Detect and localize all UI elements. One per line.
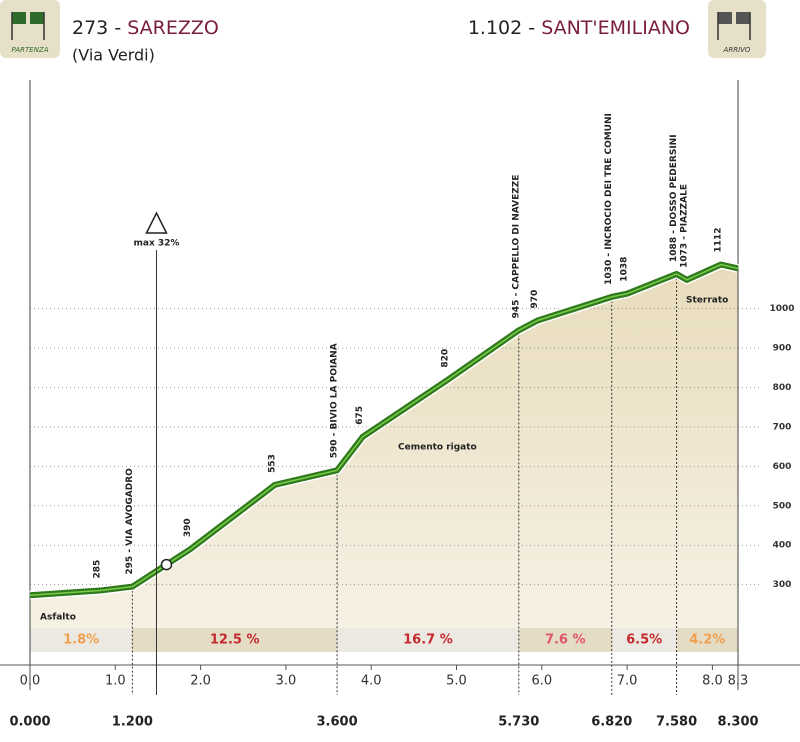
marker-label: 6.820 [591, 715, 632, 730]
y-tick-label: 400 [773, 541, 792, 551]
grade-label: 4.2% [689, 633, 725, 648]
end-elevation: 1.102 [468, 17, 522, 39]
grade-label: 16.7 % [403, 633, 453, 648]
surface-label: Sterrato [686, 296, 728, 306]
profile-area [30, 264, 738, 628]
max-slope-point [160, 558, 173, 571]
marker-label: 7.580 [656, 715, 697, 730]
y-tick-label: 500 [773, 501, 792, 511]
x-tick-label: 6.0 [531, 674, 552, 689]
end-flags [717, 12, 751, 40]
waypoint-label: 1030 - INCROCIO DEI TRE COMUNI [604, 113, 614, 285]
y-tick-label: 900 [773, 344, 792, 354]
start-flags [11, 12, 45, 40]
grade-band [132, 628, 338, 652]
start-note: (Via Verdi) [72, 46, 155, 65]
grade-label: 7.6 % [545, 633, 586, 648]
x-tick-label: 0.0 [20, 674, 41, 689]
marker-label: 3.600 [317, 715, 358, 730]
y-tick-label: 800 [773, 383, 792, 393]
surface-label: Cemento rigato [398, 443, 477, 453]
waypoint-label: 553 [267, 454, 277, 473]
grade-band [518, 628, 612, 652]
y-tick-label: 700 [773, 422, 792, 432]
end-name: SANT'EMILIANO [541, 17, 690, 39]
waypoint-label: 945 - CAPPELLO DI NAVEZZE [511, 175, 521, 319]
marker-label: 5.730 [498, 715, 539, 730]
waypoint-label: 970 [530, 290, 540, 309]
profile-line-highlight [29, 263, 739, 597]
x-tick-label: 7.0 [617, 674, 638, 689]
waypoint-label: 590 - BIVIO LA POIANA [330, 343, 340, 458]
grade-label: 6.5% [626, 633, 662, 648]
y-tick-label: 300 [773, 580, 792, 590]
waypoint-label: 390 [183, 518, 193, 537]
x-tick-label: 8.3 [728, 674, 749, 689]
waypoint-label: 1112 [713, 227, 723, 252]
x-tick-label: 4.0 [361, 674, 382, 689]
waypoint-label: 1073 - PIAZZALE [679, 184, 689, 268]
x-tick-label: 1.0 [105, 674, 126, 689]
waypoint-label: 285 [92, 560, 102, 579]
marker-label: 8.300 [717, 715, 758, 730]
waypoint-label: 820 [440, 349, 450, 368]
surface-label: Asfalto [40, 613, 76, 623]
grade-band [30, 628, 133, 652]
separator: - [114, 17, 121, 39]
marker-label: 0.000 [9, 715, 50, 730]
y-tick-label: 1000 [769, 304, 794, 314]
start-elevation: 273 [72, 17, 108, 39]
max-slope-label: max 32% [134, 239, 180, 249]
end-badge-text: ARRIVO [723, 46, 751, 54]
grade-label: 12.5 % [210, 633, 260, 648]
separator: - [528, 17, 535, 39]
start-title: 273 - SAREZZO [72, 17, 219, 39]
waypoint-label: 1038 [620, 257, 630, 282]
waypoint-label: 675 [355, 406, 365, 425]
x-tick-label: 5.0 [446, 674, 467, 689]
end-title: 1.102 - SANT'EMILIANO [468, 17, 690, 39]
waypoint-label: 295 - VIA AVOGADRO [125, 468, 135, 575]
marker-label: 1.200 [112, 715, 153, 730]
x-tick-label: 8.0 [702, 674, 723, 689]
start-name: SAREZZO [127, 17, 219, 39]
grade-band [337, 628, 519, 652]
grade-label: 1.8% [63, 633, 99, 648]
x-tick-label: 2.0 [190, 674, 211, 689]
start-badge-text: PARTENZA [11, 46, 48, 54]
grade-band [676, 628, 738, 652]
grade-band [611, 628, 677, 652]
x-tick-label: 3.0 [276, 674, 297, 689]
max-slope-icon [145, 211, 168, 234]
y-tick-label: 600 [773, 462, 792, 472]
waypoint-label: 1088 - DOSSO PEDERSINI [669, 134, 679, 262]
